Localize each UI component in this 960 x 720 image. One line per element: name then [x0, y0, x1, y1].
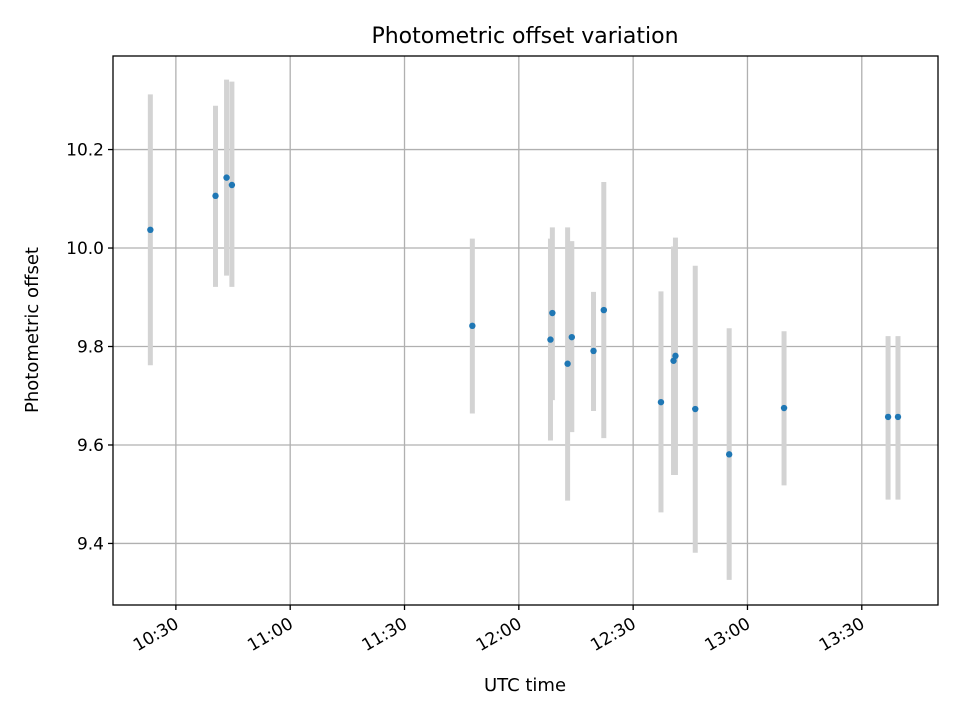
- data-point: [564, 360, 571, 367]
- data-point: [469, 322, 476, 330]
- y-tick-label: 10.2: [66, 141, 104, 161]
- data-point: [657, 398, 665, 406]
- y-tick-label: 9.4: [77, 534, 104, 554]
- y-tick-label: 9.8: [77, 338, 104, 358]
- data-point: [212, 192, 219, 200]
- y-axis-ticks: 9.4 9.6 9.8 10.0 10.2: [66, 141, 113, 554]
- y-tick-label: 9.6: [77, 436, 104, 456]
- data-point: [780, 404, 788, 412]
- data-point: [223, 174, 230, 181]
- data-point: [549, 309, 556, 317]
- data-point: [672, 352, 679, 360]
- data-point: [228, 181, 236, 189]
- x-axis-label: UTC time: [484, 675, 566, 696]
- data-point: [884, 413, 892, 421]
- data-point: [547, 336, 554, 343]
- data-point: [670, 357, 677, 364]
- grid-lines: [113, 56, 938, 605]
- data-point: [692, 405, 699, 413]
- data-point: [725, 451, 733, 458]
- y-axis-label: Photometric offset: [22, 247, 43, 413]
- chart-title: Photometric offset variation: [371, 24, 678, 49]
- data-point: [600, 306, 608, 314]
- data-point: [568, 333, 575, 341]
- y-tick-label: 10.0: [66, 239, 104, 259]
- data-point: [894, 413, 902, 421]
- data-point: [590, 347, 597, 355]
- data-points: [147, 174, 902, 458]
- plot-frame: [112, 55, 939, 606]
- data-point: [147, 226, 154, 234]
